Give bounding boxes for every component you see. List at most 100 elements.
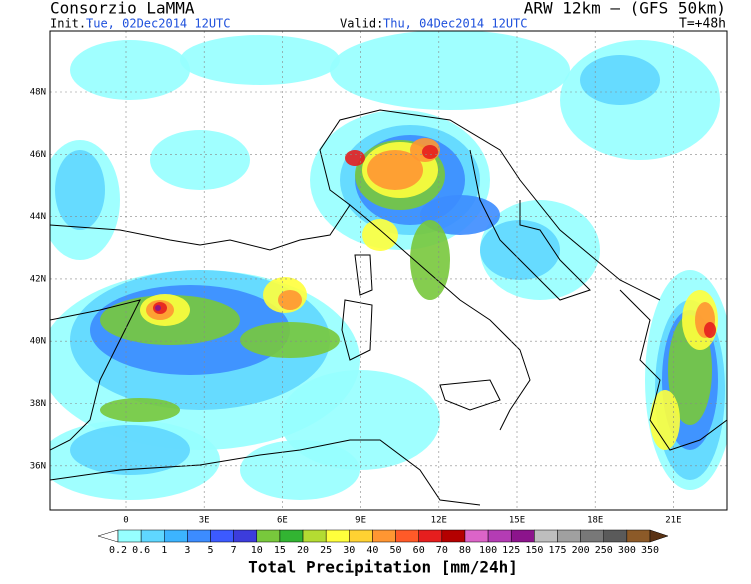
colorbar-label: 80 <box>459 545 471 556</box>
colorbar-box <box>580 529 604 543</box>
colorbar-label: 70 <box>436 545 448 556</box>
lat-label: 36N <box>30 461 46 471</box>
colorbar-box <box>187 529 211 543</box>
colorbar-box <box>510 529 535 543</box>
colorbar-label: 40 <box>366 545 378 556</box>
colorbar-label: 10 <box>251 545 263 556</box>
lat-label: 38N <box>30 399 46 409</box>
precip-area <box>704 322 716 338</box>
precip-area <box>55 150 105 230</box>
lon-label: 0 <box>123 516 128 526</box>
precip-area <box>345 150 365 166</box>
lon-label: 6E <box>277 516 288 526</box>
precip-area <box>480 220 560 280</box>
colorbar-label: 250 <box>595 545 613 556</box>
colorbar-under <box>97 529 119 543</box>
lat-label: 40N <box>30 337 46 347</box>
precip-area <box>278 290 302 310</box>
valid-value: Thu, 04Dec2014 12UTC <box>383 17 528 31</box>
precip-area <box>367 150 423 190</box>
coastline <box>341 299 373 361</box>
precip-area <box>150 130 250 190</box>
colorbar-box <box>372 529 396 543</box>
coastline <box>469 149 591 301</box>
coastline <box>439 379 501 411</box>
precip-area <box>362 219 398 251</box>
coastline <box>619 289 727 451</box>
colorbar-label: 175 <box>548 545 566 556</box>
lead-time: T=+48h <box>679 17 726 32</box>
coastline <box>50 439 481 506</box>
colorbar-box <box>210 529 234 543</box>
colorbar-over <box>649 529 669 543</box>
colorbar-box <box>487 529 512 543</box>
coastline <box>349 204 531 431</box>
colorbar-box <box>464 529 489 543</box>
lat-label: 42N <box>30 274 46 284</box>
colorbar-label: 20 <box>297 545 309 556</box>
colorbar-box <box>441 529 466 543</box>
precip-area <box>420 195 500 235</box>
colorbar-label: 60 <box>413 545 425 556</box>
colorbar-box <box>603 529 628 543</box>
precip-area <box>70 40 190 100</box>
colorbar-label: 30 <box>343 545 355 556</box>
precip-area <box>650 390 680 450</box>
precip-area <box>240 322 340 358</box>
lon-label: 9E <box>355 516 366 526</box>
colorbar-box <box>140 529 165 543</box>
colorbar-box <box>534 529 558 543</box>
lon-label: 21E <box>665 516 681 526</box>
precip-area <box>100 398 180 422</box>
colorbar-box <box>349 529 373 543</box>
colorbar-label: 100 <box>479 545 497 556</box>
colorbar-label: 0.6 <box>132 545 150 556</box>
precip-area <box>580 55 660 105</box>
colorbar-box <box>418 529 443 543</box>
precip-area <box>70 425 190 475</box>
lat-label: 48N <box>30 88 46 98</box>
colorbar: 0.2 0.6 1 3 5 7 10 15 20 25 30 40 50 60 70 80 100 125 150 1… <box>97 529 669 556</box>
precip-area <box>240 440 360 500</box>
precip-area <box>422 145 438 159</box>
right-title: ARW 12km – (GFS 50km) <box>524 0 726 18</box>
colorbar-box <box>164 529 188 543</box>
colorbar-box <box>279 529 304 543</box>
colorbar-box <box>117 529 142 543</box>
colorbar-label: 200 <box>572 545 590 556</box>
lon-label: 15E <box>509 516 525 526</box>
colorbar-label: 150 <box>525 545 543 556</box>
colorbar-label: 15 <box>274 545 286 556</box>
lon-label: 3E <box>199 516 210 526</box>
colorbar-box <box>256 529 281 543</box>
colorbar-label: 0.2 <box>109 545 127 556</box>
colorbar-label: 125 <box>502 545 520 556</box>
colorbar-box <box>325 529 350 543</box>
map-area <box>50 31 727 510</box>
colorbar-label: 300 <box>618 545 636 556</box>
colorbar-label: 350 <box>641 545 659 556</box>
lon-label: 18E <box>587 516 603 526</box>
init-value: Tue, 02Dec2014 12UTC <box>86 17 231 31</box>
colorbar-box <box>302 529 327 543</box>
lat-label: 46N <box>30 150 46 160</box>
coastline <box>50 299 141 451</box>
colorbar-label: 7 <box>231 545 237 556</box>
colorbar-label: 3 <box>184 545 190 556</box>
left-title: Consorzio LaMMA <box>50 0 195 18</box>
colorbar-label: 5 <box>208 545 214 556</box>
colorbar-box <box>233 529 258 543</box>
precip-area <box>155 305 161 311</box>
precip-area <box>180 35 340 85</box>
valid-label: Valid: <box>340 17 383 31</box>
coastline <box>354 254 373 296</box>
map-frame <box>49 30 728 511</box>
colorbar-box <box>626 529 651 543</box>
colorbar-title: Total Precipitation [mm/24h] <box>248 558 518 577</box>
lat-label: 44N <box>30 212 46 222</box>
init-label: Init.: <box>50 17 93 31</box>
coastline <box>50 109 661 301</box>
colorbar-box <box>395 529 419 543</box>
colorbar-label: 1 <box>161 545 167 556</box>
